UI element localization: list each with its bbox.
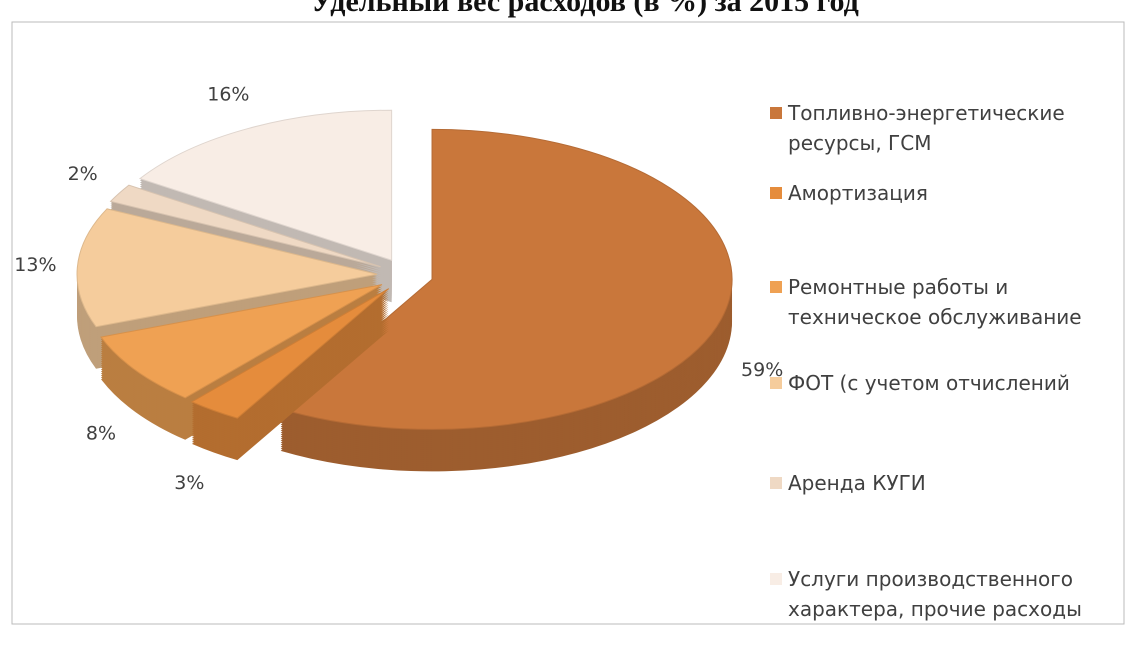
legend-item: Услуги производственного характера, проч…	[768, 564, 1118, 624]
legend-label: Ремонтные работы и техническое обслужива…	[788, 275, 1082, 329]
legend-item: Ремонтные работы и техническое обслужива…	[768, 272, 1118, 332]
slice	[76, 208, 378, 328]
data-label: 59%	[741, 359, 783, 381]
legend-item: Амортизация	[768, 178, 1118, 208]
slice	[279, 128, 733, 430]
slice	[100, 284, 383, 399]
legend-item: ФОТ (с учетом отчислений	[768, 368, 1118, 398]
data-label: 3%	[174, 472, 204, 494]
legend-label: Аренда КУГИ	[788, 471, 926, 495]
legend-label: Топливно-энергетические ресурсы, ГСМ	[788, 101, 1065, 155]
legend-label: Амортизация	[788, 181, 928, 205]
legend-swatch	[770, 281, 782, 293]
data-label: 2%	[68, 163, 98, 185]
legend-swatch	[770, 187, 782, 199]
legend-swatch	[770, 477, 782, 489]
legend-label: ФОТ (с учетом отчислений	[788, 371, 1070, 395]
slice	[138, 109, 393, 261]
data-label: 13%	[14, 254, 56, 276]
legend-swatch	[770, 573, 782, 585]
legend-label: Услуги производственного характера, проч…	[788, 567, 1082, 621]
data-label: 8%	[86, 422, 116, 444]
slice	[190, 288, 390, 419]
slice	[109, 184, 381, 268]
legend-swatch	[770, 377, 782, 389]
legend-swatch	[770, 107, 782, 119]
legend-item: Топливно-энергетические ресурсы, ГСМ	[768, 98, 1118, 158]
chart-title: Удельный вес расходов (в %) за 2015 год	[311, 0, 859, 18]
frame	[11, 21, 1125, 625]
data-label: 16%	[207, 83, 249, 105]
legend-item: Аренда КУГИ	[768, 468, 1118, 498]
